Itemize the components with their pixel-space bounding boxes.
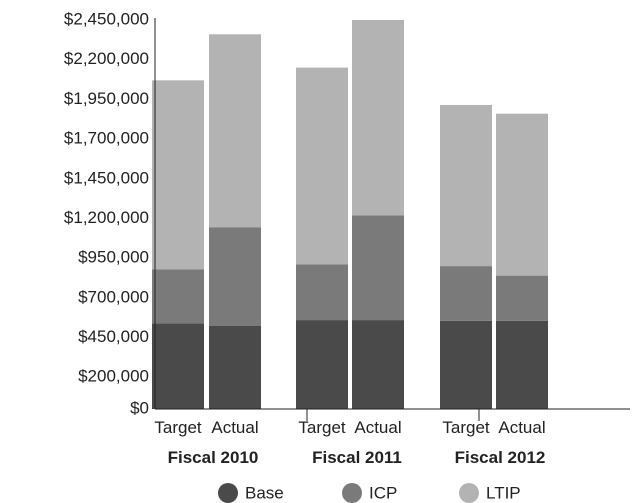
bar-ltip-2 (296, 67, 348, 265)
legend: Base ICP LTIP (218, 483, 521, 503)
legend-marker-base (218, 483, 238, 503)
y-tick-label: $1,950,000 (64, 89, 149, 108)
bar-ltip-4 (440, 104, 492, 267)
x-tick-label: Target (154, 418, 202, 437)
bar-icp-1 (209, 227, 261, 326)
y-tick-label: $2,200,000 (64, 49, 149, 68)
y-tick-label: $2,450,000 (64, 9, 149, 28)
x-tick-label: Target (298, 418, 346, 437)
y-tick-label: $1,200,000 (64, 208, 149, 227)
bar-icp-2 (296, 264, 348, 321)
x-tick-label: Actual (354, 418, 401, 437)
bar-ltip-5 (496, 113, 548, 276)
bar-base-5 (496, 320, 548, 409)
bars-layer (152, 20, 548, 409)
legend-label: LTIP (486, 483, 521, 502)
x-tick-label: Actual (211, 418, 258, 437)
bar-icp-5 (496, 275, 548, 321)
group-label: Fiscal 2010 (168, 448, 259, 467)
bar-ltip-3 (352, 20, 404, 216)
y-tick-label: $450,000 (78, 327, 149, 346)
y-tick-label: $200,000 (78, 367, 149, 386)
bar-base-0 (152, 323, 204, 409)
group-label: Fiscal 2012 (455, 448, 546, 467)
x-tick-labels: Target Actual Target Actual Target Actual Fisc… (154, 418, 545, 467)
y-tick-label: $1,450,000 (64, 168, 149, 187)
bar-base-3 (352, 320, 404, 409)
axes-layer (154, 18, 630, 421)
bar-icp-4 (440, 266, 492, 321)
legend-marker-icp (342, 483, 362, 503)
legend-label: Base (245, 483, 284, 502)
y-tick-label: $700,000 (78, 287, 149, 306)
bar-ltip-0 (152, 80, 204, 270)
bar-icp-3 (352, 215, 404, 321)
y-tick-labels: $0 $200,000 $450,000 $700,000 $950,000 $1,200… (64, 9, 149, 417)
x-tick-label: Actual (498, 418, 545, 437)
y-tick-label: $1,700,000 (64, 129, 149, 148)
y-tick-label: $0 (130, 398, 149, 417)
y-tick-label: $950,000 (78, 248, 149, 267)
legend-marker-ltip (459, 483, 479, 503)
x-tick-label: Target (442, 418, 490, 437)
bar-ltip-1 (209, 34, 261, 228)
bar-base-2 (296, 320, 348, 409)
bar-base-4 (440, 320, 492, 409)
bar-base-1 (209, 325, 261, 409)
legend-label: ICP (369, 483, 397, 502)
bar-icp-0 (152, 269, 204, 324)
group-label: Fiscal 2011 (312, 448, 402, 467)
